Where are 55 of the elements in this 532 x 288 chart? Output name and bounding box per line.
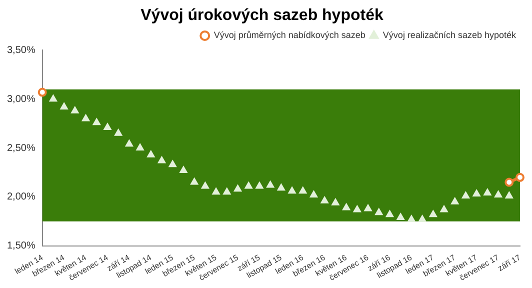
point xyxy=(386,210,394,218)
point xyxy=(82,114,90,122)
point xyxy=(256,182,264,189)
point xyxy=(266,181,274,188)
point xyxy=(408,215,416,222)
point xyxy=(396,214,404,220)
point xyxy=(93,118,100,126)
point xyxy=(504,178,514,187)
point xyxy=(60,102,68,110)
point xyxy=(158,156,166,164)
point xyxy=(147,150,155,158)
point xyxy=(126,140,133,147)
point xyxy=(278,184,285,191)
point xyxy=(245,182,252,189)
point xyxy=(310,191,318,198)
point xyxy=(494,191,502,198)
point xyxy=(223,188,230,195)
point xyxy=(321,196,328,204)
point xyxy=(354,206,361,212)
point xyxy=(430,210,437,218)
point xyxy=(506,192,513,198)
point xyxy=(484,189,492,196)
point xyxy=(50,95,57,102)
point xyxy=(38,88,47,97)
point xyxy=(71,106,79,114)
point xyxy=(364,204,372,212)
y-tick-label: 1,50% xyxy=(6,240,36,252)
chart-title: Vývoj úrokových sazeb hypoték xyxy=(140,7,384,24)
point xyxy=(375,208,382,216)
point xyxy=(418,215,426,222)
point xyxy=(104,124,112,130)
y-tick-label: 3,50% xyxy=(6,44,36,56)
point xyxy=(234,185,242,192)
point xyxy=(180,166,188,174)
point xyxy=(332,198,340,206)
point xyxy=(190,178,198,185)
point xyxy=(440,206,448,212)
point xyxy=(202,182,209,189)
legend-label: Vývoj realizačních sazeb hypoték xyxy=(382,30,516,40)
y-tick-label: 3,00% xyxy=(6,94,36,105)
point xyxy=(169,160,176,168)
point xyxy=(472,190,480,197)
point xyxy=(212,188,220,195)
point xyxy=(451,198,458,204)
point xyxy=(516,172,524,182)
point xyxy=(114,129,122,136)
x-tick-label: září 17 xyxy=(496,252,523,273)
point xyxy=(462,192,470,198)
point xyxy=(342,204,350,210)
point xyxy=(299,187,306,194)
legend-label: Vývoj průměrných nabídkových sazeb xyxy=(214,30,366,40)
point xyxy=(288,187,296,194)
y-tick-label: 2,50% xyxy=(6,142,36,154)
y-tick-label: 2,00% xyxy=(6,192,36,203)
point xyxy=(136,144,144,151)
